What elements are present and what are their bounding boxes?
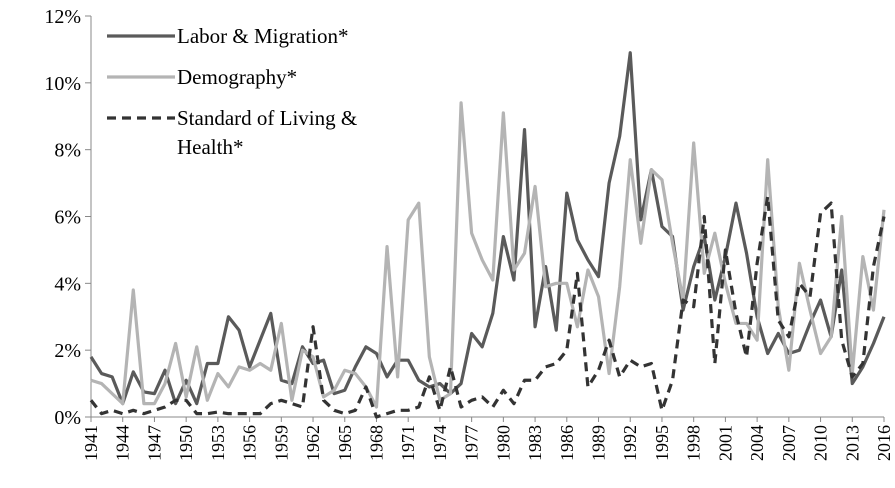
legend-item: Standard of Living & Health* xyxy=(105,104,425,162)
x-tick-label: 1986 xyxy=(557,425,577,461)
x-tick-label: 1992 xyxy=(620,425,640,461)
x-tick-label: 2001 xyxy=(715,425,735,461)
x-tick-label: 1941 xyxy=(81,425,101,461)
x-tick-label: 2007 xyxy=(779,425,799,461)
x-tick-label: 1965 xyxy=(335,425,355,461)
x-tick-label: 1983 xyxy=(525,425,545,461)
x-tick-label: 2013 xyxy=(842,425,862,461)
x-tick-label: 1950 xyxy=(176,425,196,461)
y-tick-label: 8% xyxy=(54,140,81,162)
y-tick-label: 6% xyxy=(54,207,81,229)
x-tick-label: 1989 xyxy=(589,425,609,461)
x-tick-label: 2004 xyxy=(747,425,767,461)
y-tick-label: 4% xyxy=(54,273,81,295)
x-tick-label: 1947 xyxy=(144,425,164,461)
x-tick-label: 1995 xyxy=(652,425,672,461)
x-tick-label: 1959 xyxy=(271,425,291,461)
x-tick-label: 1953 xyxy=(208,425,228,461)
x-tick-label: 1971 xyxy=(398,425,418,461)
x-tick-label: 2010 xyxy=(811,425,831,461)
legend-swatch xyxy=(107,75,175,79)
series-line xyxy=(89,194,886,419)
x-tick-label: 1968 xyxy=(366,425,386,461)
x-tick-label: 1956 xyxy=(240,425,260,461)
series-line xyxy=(89,51,886,406)
legend-item: Labor & Migration* xyxy=(105,22,425,51)
x-tick-label: 1977 xyxy=(462,425,482,461)
legend: Labor & Migration* Demography* Standard of… xyxy=(105,22,425,174)
legend-label: Labor & Migration* xyxy=(177,24,349,48)
y-tick-label: 10% xyxy=(44,73,81,95)
legend-label: Standard of Living & Health* xyxy=(177,106,358,159)
y-tick-label: 2% xyxy=(54,340,81,362)
legend-item: Demography* xyxy=(105,63,425,92)
legend-swatch xyxy=(107,116,175,120)
x-tick-label: 2016 xyxy=(874,425,894,461)
y-tick-label: 12% xyxy=(44,6,81,28)
x-tick-label: 1962 xyxy=(303,425,323,461)
x-tick-label: 1998 xyxy=(684,425,704,461)
y-tick-label: 0% xyxy=(54,407,81,429)
legend-swatch xyxy=(107,34,175,38)
x-tick-label: 1944 xyxy=(113,425,133,461)
series-line xyxy=(90,101,886,409)
x-tick-label: 1980 xyxy=(493,425,513,461)
legend-label: Demography* xyxy=(177,65,298,89)
x-tick-label: 1974 xyxy=(430,425,450,461)
